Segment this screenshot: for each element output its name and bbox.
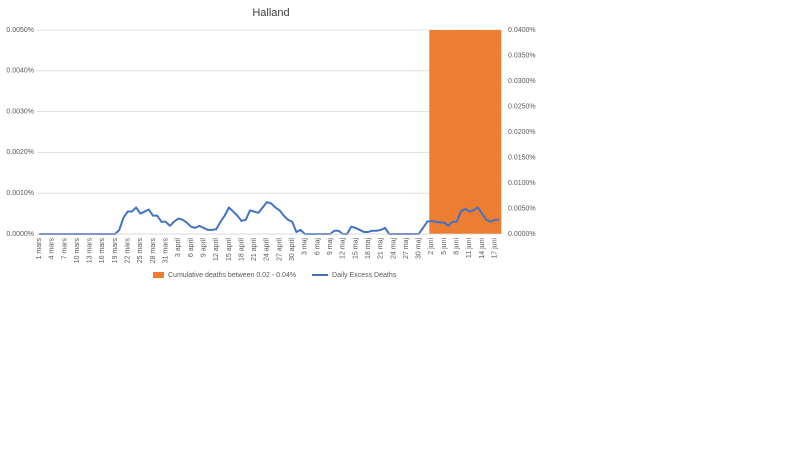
- x-tick-label: 6 april: [188, 238, 195, 258]
- bar: [463, 30, 468, 234]
- y2-tick-label: 0.0300%: [508, 78, 536, 85]
- bar: [458, 30, 464, 234]
- x-tick-label: 10 mars: [74, 238, 81, 264]
- y2-tick-label: 0.0200%: [508, 129, 536, 136]
- x-tick-label: 25 mars: [137, 238, 144, 264]
- x-tick-label: 27 maj: [403, 238, 410, 259]
- x-tick-label: 2 juni: [428, 238, 435, 255]
- x-tick-label: 8 juni: [454, 238, 461, 255]
- x-tick-label: 9 april: [200, 238, 207, 258]
- x-tick-label: 17 juni: [492, 238, 499, 259]
- bar: [467, 30, 472, 234]
- x-tick-label: 6 maj: [314, 238, 321, 256]
- x-tick-label: 27 april: [276, 238, 283, 261]
- y2-tick-label: 0.0150%: [508, 154, 536, 161]
- y2-tick-label: 0.0350%: [508, 52, 536, 59]
- x-tick-label: 7 mars: [61, 238, 68, 260]
- bar: [454, 30, 460, 234]
- x-tick-label: 3 maj: [302, 238, 309, 256]
- bar: [433, 30, 439, 234]
- x-tick-label: 30 maj: [416, 238, 423, 259]
- y2-tick-label: 0.0400%: [508, 27, 536, 34]
- y2-tick-label: 0.0100%: [508, 180, 536, 187]
- bar: [437, 30, 443, 234]
- bar: [471, 30, 476, 234]
- bar: [479, 30, 485, 234]
- bar: [429, 30, 434, 234]
- bar: [488, 30, 493, 234]
- y2-tick-label: 0.0050%: [508, 205, 536, 212]
- bar: [492, 30, 498, 234]
- x-tick-label: 15 maj: [352, 238, 359, 259]
- x-tick-label: 18 maj: [365, 238, 372, 259]
- y-tick-label: 0.0040%: [6, 68, 34, 75]
- line: [39, 201, 499, 235]
- bar: [496, 30, 502, 234]
- y2-tick-label: 0.0250%: [508, 103, 536, 110]
- x-tick-label: 1 mars: [36, 238, 43, 260]
- x-tick-label: 21 maj: [378, 238, 385, 259]
- x-tick-label: 5 juni: [441, 238, 448, 255]
- x-tick-label: 31 mars: [162, 238, 169, 264]
- x-tick-label: 11 juni: [466, 238, 473, 259]
- x-tick-label: 18 april: [238, 238, 245, 261]
- x-tick-label: 4 mars: [49, 238, 56, 260]
- x-tick-label: 3 april: [175, 238, 182, 258]
- y-tick-label: 0.0020%: [6, 149, 34, 156]
- y-tick-label: 0.0000%: [6, 231, 34, 238]
- y-tick-label: 0.0050%: [6, 27, 34, 34]
- x-tick-label: 30 april: [289, 238, 296, 261]
- x-tick-label: 14 juni: [479, 238, 486, 259]
- x-tick-label: 24 maj: [390, 238, 397, 259]
- legend-label: Daily Excess Deaths: [332, 272, 397, 279]
- y-tick-label: 0.0030%: [6, 108, 34, 115]
- bar: [450, 30, 455, 234]
- y-tick-label: 0.0010%: [6, 190, 34, 197]
- x-tick-label: 13 mars: [87, 238, 94, 264]
- legend-swatch: [153, 272, 164, 278]
- x-tick-label: 16 mars: [99, 238, 106, 264]
- chart-title: Halland: [252, 7, 289, 19]
- bar: [475, 30, 481, 234]
- bar: [484, 30, 489, 234]
- bar: [446, 30, 451, 234]
- x-tick-label: 12 maj: [340, 238, 347, 259]
- x-tick-label: 12 april: [213, 238, 220, 261]
- x-tick-label: 22 mars: [125, 238, 132, 264]
- x-tick-label: 9 maj: [327, 238, 334, 256]
- x-tick-label: 28 mars: [150, 238, 157, 264]
- y2-tick-label: 0.0000%: [508, 231, 536, 238]
- x-tick-label: 24 april: [264, 238, 271, 261]
- legend-label: Cumulative deaths between 0.02 - 0.04%: [168, 272, 296, 279]
- bar: [441, 30, 447, 234]
- x-tick-label: 21 april: [251, 238, 258, 261]
- x-tick-label: 15 april: [226, 238, 233, 261]
- x-tick-label: 19 mars: [112, 238, 119, 264]
